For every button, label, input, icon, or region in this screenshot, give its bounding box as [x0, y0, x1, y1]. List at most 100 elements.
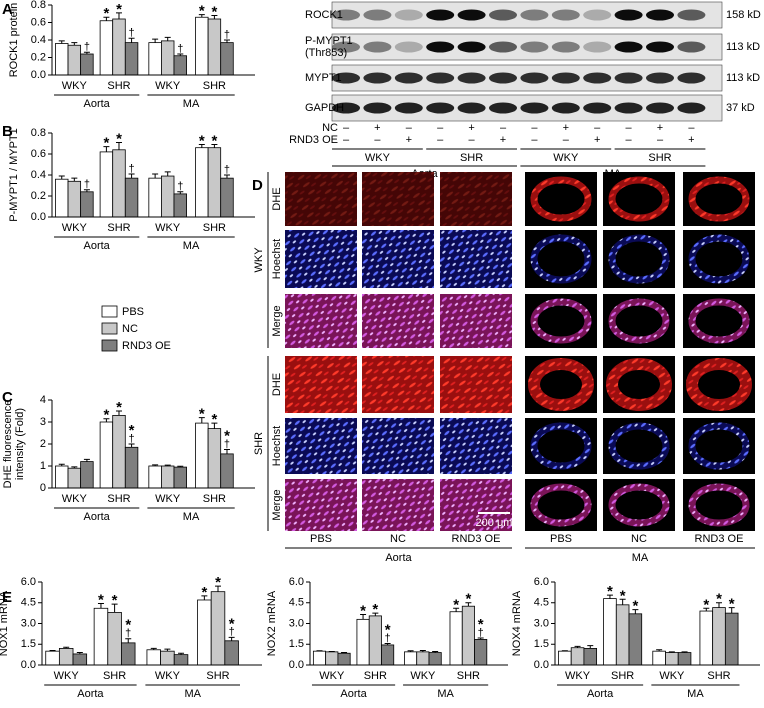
treatment-sign: – — [500, 122, 507, 134]
x-tick-label: SHR — [203, 80, 226, 92]
bar — [45, 650, 60, 666]
vessel-ring — [608, 422, 670, 470]
error-bar — [372, 612, 379, 616]
group-label: MA — [183, 240, 200, 252]
blot-band — [363, 72, 392, 84]
bar — [220, 177, 234, 218]
error-bar — [211, 15, 218, 19]
blot-band — [332, 72, 360, 84]
blot-band — [489, 9, 517, 21]
micrograph — [362, 479, 434, 531]
error-bar — [728, 607, 735, 614]
bar — [652, 650, 666, 666]
group-label: Aorta — [77, 688, 104, 700]
treatment-sign: – — [437, 122, 444, 134]
bar — [121, 642, 136, 666]
bar — [58, 648, 74, 666]
x-tick-label: WKY — [62, 493, 88, 505]
x-tick-label: SHR — [206, 670, 229, 682]
treatment-sign: – — [406, 122, 413, 134]
error-bar — [177, 465, 184, 468]
blot-row-label: ROCK1 — [305, 9, 343, 21]
error-bar — [619, 598, 626, 605]
bar — [224, 640, 239, 666]
bar — [449, 611, 463, 666]
error-bar — [128, 37, 135, 43]
error-bar — [656, 649, 663, 652]
group-label: MA — [632, 552, 649, 564]
strain-label: WKY — [553, 152, 579, 164]
y-tick-label: 6.0 — [21, 576, 36, 588]
blot-band — [614, 9, 643, 21]
strain-label: WKY — [365, 152, 391, 164]
bar — [368, 615, 382, 666]
x-tick-label: WKY — [410, 670, 436, 682]
x-tick-label: WKY — [155, 670, 181, 682]
significance-star: * — [607, 583, 613, 600]
row-label: DHE — [271, 187, 283, 210]
error-bar — [152, 464, 159, 466]
bar — [148, 177, 162, 218]
bar — [161, 40, 175, 76]
significance-dagger: † — [385, 632, 391, 644]
bar — [55, 178, 69, 218]
error-bar — [152, 38, 159, 43]
treatment-sign: + — [500, 134, 506, 146]
blot-band — [394, 72, 423, 84]
significance-star: * — [211, 133, 217, 150]
vessel-ring — [608, 234, 670, 284]
x-tick-label: SHR — [364, 670, 387, 682]
significance-star: * — [211, 3, 217, 20]
significance-dagger: † — [125, 628, 131, 640]
y-tick-label: 6.0 — [534, 576, 549, 588]
blot-band — [426, 9, 455, 21]
error-bar — [177, 53, 184, 56]
row-label: Merge — [271, 489, 283, 520]
x-tick-label: SHR — [203, 493, 226, 505]
blot-band — [551, 9, 580, 21]
vessel-ring — [606, 358, 672, 411]
bar — [628, 613, 643, 666]
axes — [51, 400, 255, 489]
x-tick-label: WKY — [565, 670, 591, 682]
treatment-sign: + — [406, 134, 412, 146]
scale-bar-label: 200 μm — [476, 517, 513, 529]
treatment-label: NC — [322, 122, 338, 134]
significance-dagger: † — [129, 163, 135, 175]
y-tick-label: 0 — [40, 482, 46, 494]
treatment-sign: – — [437, 134, 444, 146]
y-tick-label: 1.5 — [21, 638, 36, 650]
error-bar — [632, 609, 639, 614]
error-bar — [83, 189, 90, 192]
treatment-sign: + — [563, 122, 569, 134]
y-tick-label: 4.5 — [289, 597, 304, 609]
row-group-label: SHR — [253, 432, 265, 455]
y-tick-label: 2 — [40, 438, 46, 450]
group-label: Aorta — [340, 688, 367, 700]
micrograph — [285, 230, 357, 288]
significance-star: * — [125, 617, 131, 634]
bar — [55, 465, 69, 489]
y-tick-label: 4.5 — [534, 597, 549, 609]
bar — [80, 461, 94, 489]
error-bar — [223, 39, 230, 43]
treatment-sign: – — [469, 134, 476, 146]
bar — [124, 446, 139, 489]
error-bar — [211, 422, 218, 429]
blot-band — [332, 41, 360, 53]
group-label: Aorta — [84, 511, 111, 523]
blot-band — [677, 9, 706, 21]
error-bar — [211, 144, 218, 148]
y-tick-label: 0.8 — [31, 0, 46, 11]
blot-band — [520, 41, 549, 53]
significance-star: * — [478, 616, 484, 633]
micrograph — [285, 418, 357, 474]
y-tick-label: 0.0 — [534, 659, 549, 671]
bar — [161, 465, 175, 489]
panel-label: A — [2, 1, 13, 18]
error-bar — [360, 614, 367, 620]
blot-band — [520, 102, 549, 114]
panel-label: E — [2, 589, 12, 606]
x-tick-label: SHR — [103, 670, 126, 682]
error-bar — [111, 603, 118, 613]
